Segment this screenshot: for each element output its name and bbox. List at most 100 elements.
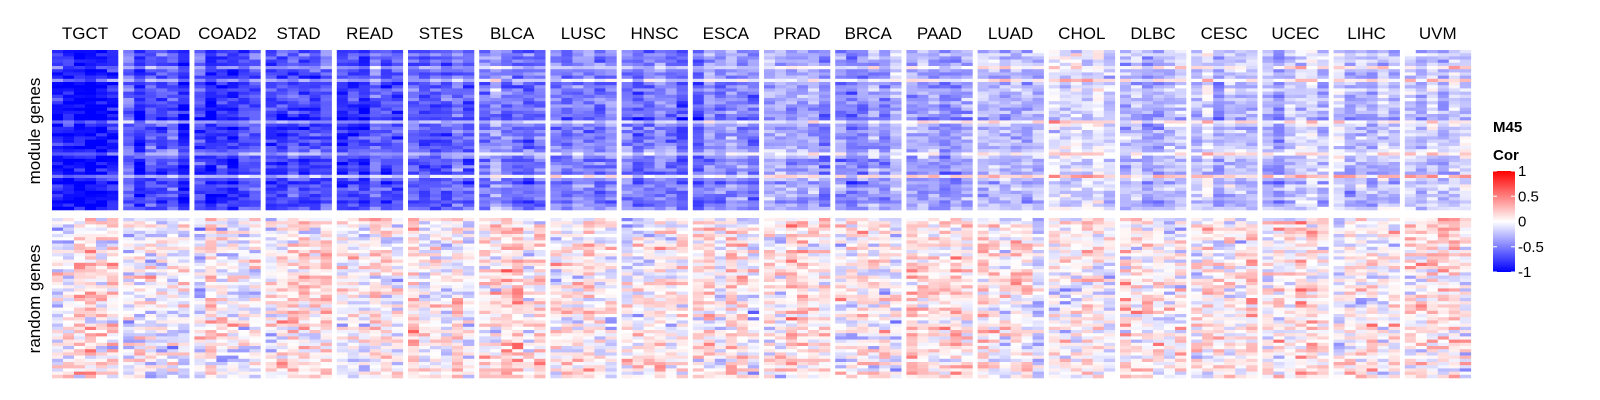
heatmap-cell-random	[336, 278, 349, 283]
heatmap-cell-random	[216, 349, 228, 353]
heatmap-cell-random	[96, 298, 108, 302]
heatmap-cell-module	[336, 56, 349, 60]
heatmap-cell-module	[490, 107, 502, 112]
heatmap-cell-module	[276, 114, 288, 118]
heatmap-cell-random	[227, 339, 239, 344]
heatmap-cell-module	[74, 130, 86, 134]
heatmap-cell-random	[550, 301, 562, 305]
heatmap-cell-module	[643, 66, 655, 70]
heatmap-cell-module	[167, 149, 179, 153]
heatmap-cell-module	[605, 75, 617, 80]
heatmap-cell-module	[107, 200, 119, 204]
heatmap-cell-random	[194, 326, 206, 331]
heatmap-cell-module	[63, 149, 75, 153]
heatmap-cell-random	[309, 243, 321, 248]
heatmap-cell-module	[479, 91, 491, 96]
heatmap-cell-random	[408, 275, 420, 280]
heatmap-cell-random	[238, 294, 250, 299]
heatmap-cell-random	[336, 298, 349, 302]
heatmap-cell-random	[408, 227, 420, 232]
heatmap-cell-random	[238, 246, 250, 251]
heatmap-cell-module	[347, 152, 360, 156]
heatmap-cell-random	[205, 352, 217, 356]
heatmap-cell-random	[238, 298, 250, 302]
heatmap-cell-module	[501, 133, 513, 137]
heatmap-cell-module	[107, 82, 119, 86]
heatmap-cell-random	[107, 269, 119, 273]
heatmap-cell-module	[512, 126, 524, 131]
heatmap-cell-module	[85, 197, 97, 201]
heatmap-cell-random	[85, 301, 97, 305]
heatmap-cell-module	[408, 158, 420, 163]
heatmap-cell-module	[501, 126, 513, 131]
heatmap-cell-random	[238, 310, 250, 315]
heatmap-cell-random	[167, 246, 179, 251]
heatmap-cell-random	[74, 256, 86, 260]
heatmap-cell-random	[52, 246, 64, 251]
heatmap-cell-random	[167, 278, 179, 283]
heatmap-cell-module	[167, 178, 179, 182]
heatmap-cell-random	[74, 278, 86, 283]
heatmap-cell-random	[347, 256, 360, 260]
heatmap-cell-module	[63, 168, 75, 172]
heatmap-cell-module	[430, 69, 442, 73]
heatmap-cell-module	[96, 59, 108, 64]
heatmap-cell-module	[276, 149, 288, 153]
heatmap-cell-random	[408, 365, 420, 369]
heatmap-cell-random	[358, 278, 371, 283]
heatmap-cell-random	[419, 269, 431, 273]
heatmap-cell-random	[452, 278, 464, 283]
heatmap-cell-module	[479, 72, 491, 76]
heatmap-cell-module	[419, 142, 431, 147]
heatmap-cell-random	[52, 304, 64, 308]
heatmap-cell-module	[265, 133, 277, 137]
heatmap-cell-random	[134, 266, 146, 270]
heatmap-cell-module	[96, 94, 108, 99]
heatmap-cell-module	[85, 94, 97, 99]
heatmap-cell-module	[265, 184, 277, 188]
heatmap-cell-random	[463, 218, 475, 222]
heatmap-cell-module	[380, 82, 393, 86]
heatmap-cell-random	[550, 291, 562, 296]
heatmap-cell-module	[287, 200, 299, 204]
heatmap-cell-module	[501, 136, 513, 140]
heatmap-cell-module	[287, 56, 299, 60]
heatmap-cell-random	[572, 362, 584, 366]
heatmap-cell-random	[583, 362, 595, 366]
heatmap-cell-random	[336, 282, 349, 286]
heatmap-cell-random	[501, 349, 513, 353]
heatmap-cell-random	[380, 317, 393, 321]
heatmap-cell-random	[107, 368, 119, 372]
heatmap-cell-random	[605, 339, 617, 344]
heatmap-cell-module	[85, 165, 97, 169]
heatmap-cell-random	[156, 298, 168, 302]
heatmap-cell-random	[512, 272, 524, 276]
heatmap-cell-module	[523, 56, 535, 60]
heatmap-cell-module	[452, 78, 464, 83]
heatmap-cell-module	[123, 110, 135, 115]
heatmap-cell-module	[276, 101, 288, 105]
heatmap-cell-module	[336, 104, 349, 108]
heatmap-cell-random	[320, 269, 332, 273]
heatmap-cell-random	[430, 234, 442, 238]
heatmap-cell-module	[74, 82, 86, 86]
heatmap-cell-module	[654, 59, 666, 64]
column-label-dlbc: DLBC	[1130, 24, 1175, 43]
heatmap-cell-random	[178, 218, 190, 222]
heatmap-cell-random	[408, 237, 420, 241]
heatmap-cell-module	[216, 178, 228, 182]
heatmap-cell-module	[309, 142, 321, 147]
heatmap-cell-module	[134, 181, 146, 185]
heatmap-cell-random	[74, 285, 86, 289]
heatmap-cell-random	[194, 336, 206, 340]
heatmap-cell-random	[523, 272, 535, 276]
heatmap-cell-module	[309, 165, 321, 169]
heatmap-cell-module	[96, 178, 108, 182]
heatmap-cell-module	[501, 107, 513, 112]
heatmap-cell-module	[501, 190, 513, 195]
heatmap-cell-random	[298, 326, 310, 331]
heatmap-cell-random	[441, 218, 453, 222]
heatmap-cell-random	[287, 317, 299, 321]
heatmap-cell-module	[621, 133, 633, 137]
heatmap-cell-random	[583, 266, 595, 270]
